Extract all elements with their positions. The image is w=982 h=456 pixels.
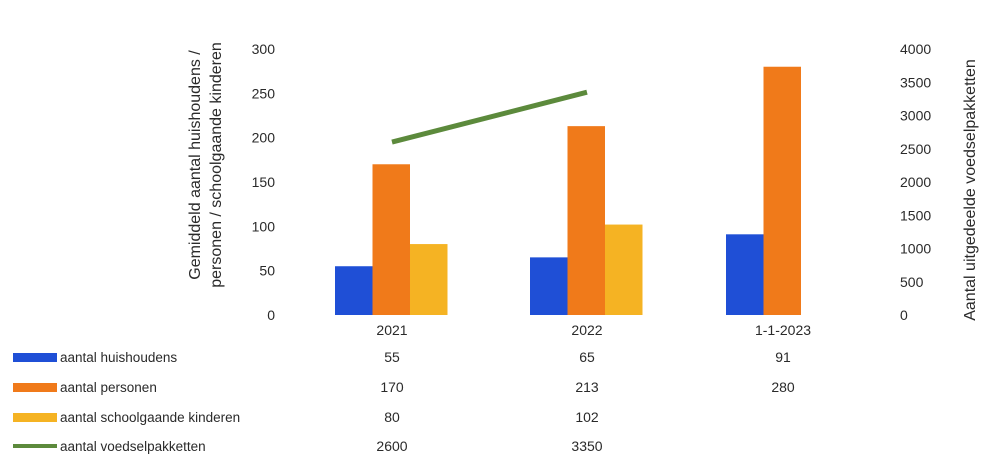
bar-series bbox=[335, 66, 801, 315]
table-cell-value: 3350 bbox=[571, 438, 602, 454]
line-aantal-voedselpakketten bbox=[391, 89, 588, 145]
y-tick-right-label: 3000 bbox=[900, 108, 931, 124]
legend-label: aantal huishoudens bbox=[60, 350, 177, 365]
legend-label: aantal voedselpakketten bbox=[60, 439, 206, 454]
x-category-label: 2021 bbox=[376, 322, 407, 338]
bar-aantal-schoolgaande-kinderen-2022 bbox=[605, 224, 643, 315]
y-tick-right-label: 2500 bbox=[900, 141, 931, 157]
x-axis-categories: 2021 2022 1-1-2023 bbox=[376, 322, 811, 338]
table-cell-value: 280 bbox=[771, 379, 795, 395]
y-axis-left-ticks: 0 50 100 150 200 250 300 bbox=[252, 41, 276, 323]
y-tick-left-label: 300 bbox=[252, 41, 276, 57]
y-tick-right-label: 2000 bbox=[900, 174, 931, 190]
y-tick-right-label: 1500 bbox=[900, 207, 931, 223]
bar-aantal-personen-1-1-2023 bbox=[763, 66, 801, 315]
table-cell-value: 102 bbox=[575, 409, 599, 425]
table-cell-value: 80 bbox=[384, 409, 400, 425]
table-cell-value: 2600 bbox=[376, 438, 407, 454]
y-axis-title-right: Aantal uitgedeelde voedselpakketten bbox=[962, 59, 979, 321]
bar-aantal-schoolgaande-kinderen-2021 bbox=[410, 244, 448, 315]
bar-aantal-huishoudens-1-1-2023 bbox=[726, 234, 764, 315]
y-tick-right-label: 500 bbox=[900, 274, 924, 290]
legend-key-aantal-huishoudens bbox=[13, 353, 57, 362]
y-tick-right-label: 4000 bbox=[900, 41, 931, 57]
y-axis-right-ticks: 0 500 1000 1500 2000 2500 3000 3500 4000 bbox=[900, 41, 931, 323]
y-tick-right-label: 0 bbox=[900, 307, 908, 323]
legend-label: aantal personen bbox=[60, 380, 157, 395]
table-cell-value: 91 bbox=[775, 349, 791, 365]
line-series bbox=[391, 89, 588, 145]
y-axis-title-left-line-2: personen / schoolgaande kinderen bbox=[208, 42, 225, 288]
data-table: aantal huishoudens 55 65 91 aantal personen 1… bbox=[13, 349, 795, 454]
y-tick-left-label: 50 bbox=[259, 263, 275, 279]
bar-aantal-personen-2021 bbox=[372, 164, 410, 315]
x-category-label: 2022 bbox=[571, 322, 602, 338]
x-category-label: 1-1-2023 bbox=[755, 322, 811, 338]
table-cell-value: 65 bbox=[579, 349, 595, 365]
table-cell-value: 170 bbox=[380, 379, 404, 395]
y-axis-title-left-line-1: Gemiddeld aantal huishoudens / bbox=[187, 50, 204, 280]
bar-aantal-personen-2022 bbox=[567, 126, 605, 315]
y-tick-right-label: 3500 bbox=[900, 74, 931, 90]
y-tick-right-label: 1000 bbox=[900, 241, 931, 257]
legend-key-aantal-personen bbox=[13, 383, 57, 392]
y-tick-left-label: 250 bbox=[252, 85, 276, 101]
table-cell-value: 55 bbox=[384, 349, 400, 365]
y-tick-left-label: 150 bbox=[252, 174, 276, 190]
y-axis-title-left: Gemiddeld aantal huishoudens / personen … bbox=[187, 42, 225, 288]
table-cell-value: 213 bbox=[575, 379, 599, 395]
bar-aantal-huishoudens-2022 bbox=[530, 257, 568, 315]
y-tick-left-label: 0 bbox=[267, 307, 275, 323]
legend-key-aantal-schoolgaande-kinderen bbox=[13, 413, 57, 422]
bar-aantal-huishoudens-2021 bbox=[335, 266, 373, 315]
y-tick-left-label: 100 bbox=[252, 218, 276, 234]
legend-label: aantal schoolgaande kinderen bbox=[60, 410, 240, 425]
y-tick-left-label: 200 bbox=[252, 130, 276, 146]
